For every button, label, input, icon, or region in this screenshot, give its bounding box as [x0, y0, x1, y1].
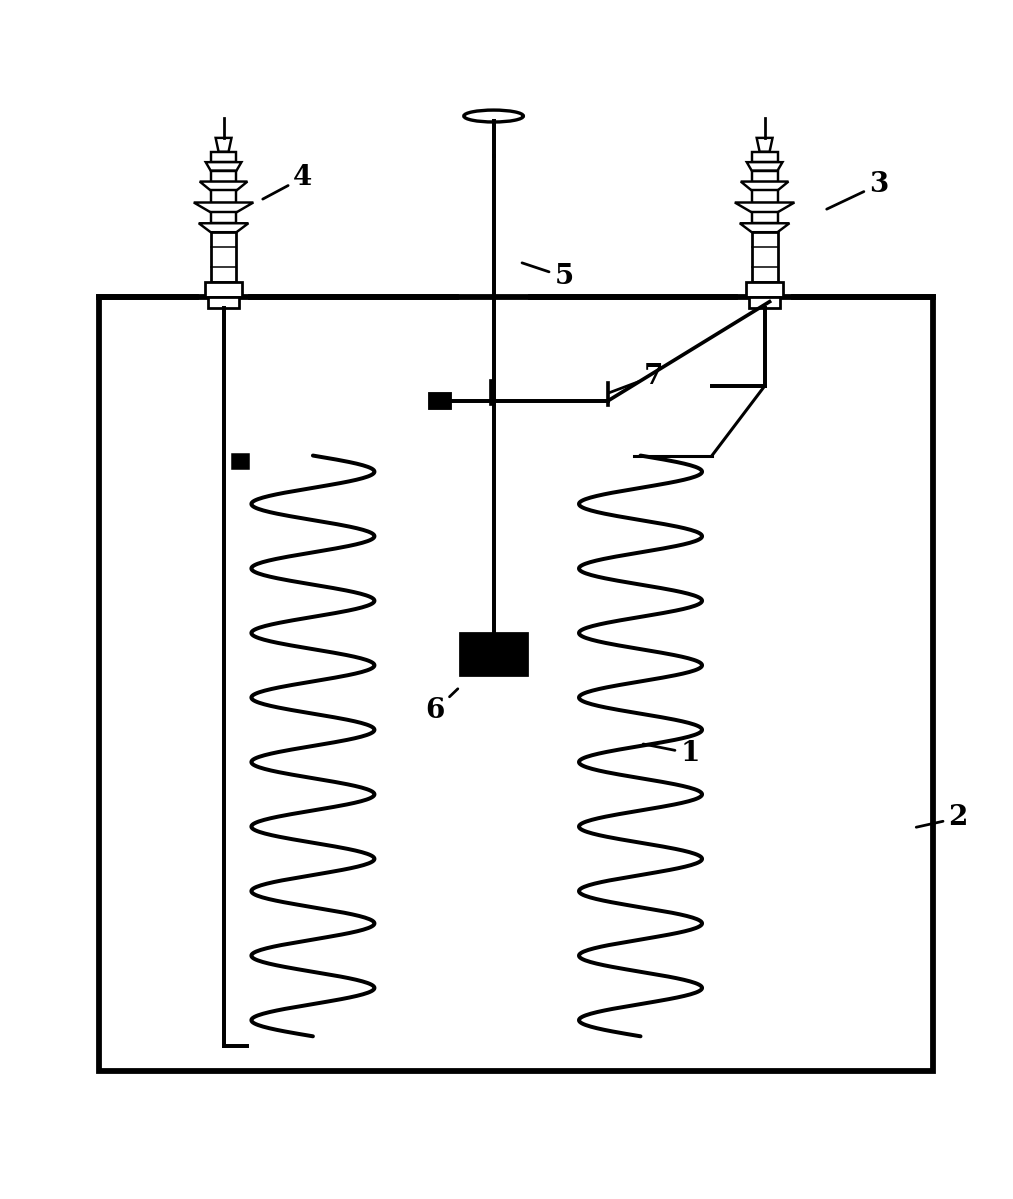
- Text: 1: 1: [643, 740, 700, 767]
- Polygon shape: [757, 138, 773, 152]
- Bar: [211, 152, 236, 162]
- Bar: [752, 212, 778, 223]
- Bar: [749, 296, 780, 308]
- Bar: [232, 453, 249, 470]
- Polygon shape: [734, 203, 794, 212]
- Polygon shape: [216, 138, 232, 152]
- Text: 2: 2: [916, 805, 967, 831]
- Ellipse shape: [464, 110, 524, 122]
- Bar: [430, 393, 451, 409]
- Bar: [752, 233, 778, 282]
- Text: 3: 3: [827, 171, 888, 209]
- Bar: [208, 296, 239, 308]
- Polygon shape: [193, 203, 253, 212]
- Text: 5: 5: [522, 263, 573, 290]
- Bar: [99, 296, 933, 1071]
- Text: 7: 7: [609, 362, 664, 393]
- Polygon shape: [199, 223, 248, 233]
- Bar: [211, 233, 236, 282]
- Polygon shape: [741, 181, 788, 191]
- Bar: [211, 212, 236, 223]
- Bar: [211, 170, 236, 181]
- Bar: [211, 191, 236, 203]
- Polygon shape: [739, 223, 789, 233]
- Bar: [460, 633, 528, 675]
- Bar: [205, 282, 242, 296]
- Polygon shape: [200, 181, 247, 191]
- Polygon shape: [206, 162, 241, 170]
- Text: 4: 4: [262, 164, 313, 199]
- Polygon shape: [747, 162, 782, 170]
- Bar: [752, 152, 778, 162]
- Text: 6: 6: [425, 688, 458, 724]
- Bar: [752, 170, 778, 181]
- Bar: [746, 282, 783, 296]
- Bar: [752, 191, 778, 203]
